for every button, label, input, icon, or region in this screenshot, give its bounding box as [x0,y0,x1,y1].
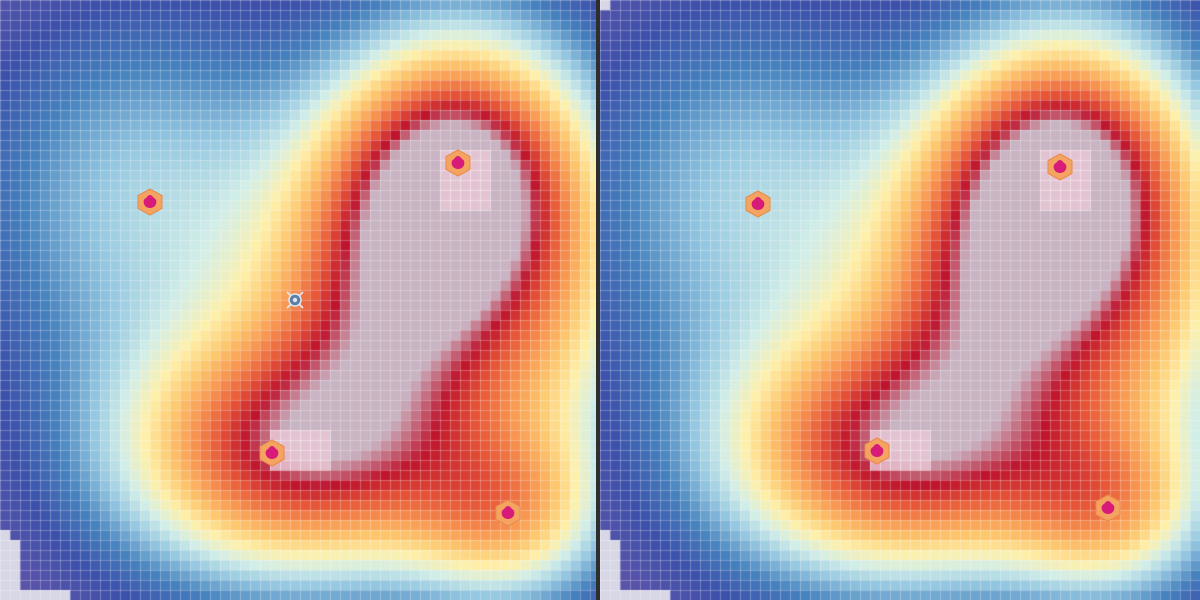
panel-divider [596,0,600,600]
hexagon-target-icon [445,149,471,177]
hexagon-target-icon [259,439,285,467]
hexagon-target-icon [864,437,890,465]
panel-left [0,0,596,600]
hexagon-target-icon [495,499,521,527]
panel-right [600,0,1200,600]
hexagon-target-icon [137,188,163,216]
robot-agent-icon [283,288,307,312]
hexagon-target-icon [1095,494,1121,522]
hexagon-target-icon [745,190,771,218]
hexagon-target-icon [1047,153,1073,181]
